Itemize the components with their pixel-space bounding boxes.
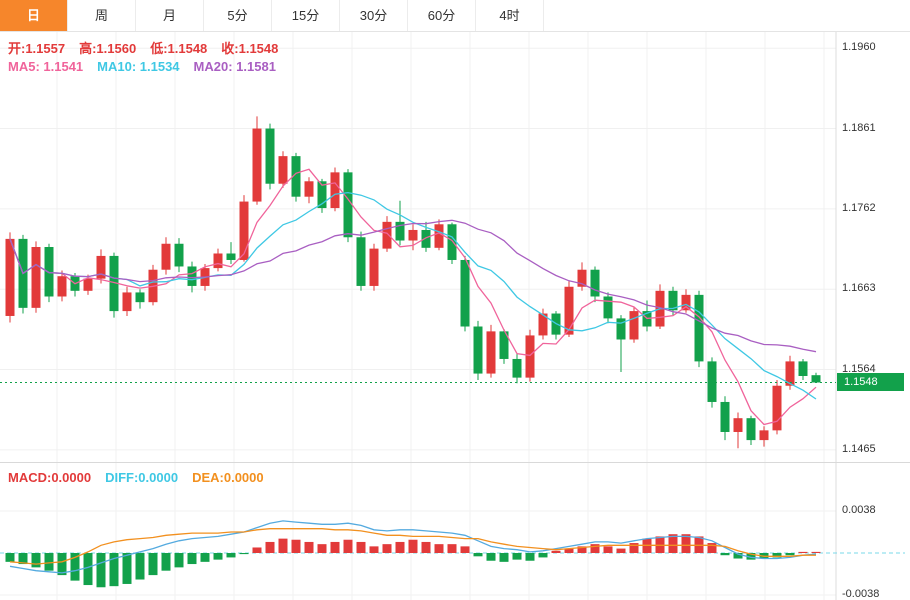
price-axis-label: 1.1465 [842, 442, 876, 455]
tab-min15[interactable]: 15分 [272, 0, 340, 31]
tab-day[interactable]: 日 [0, 0, 68, 31]
timeframe-tabs: 日周月 5分 15分 30分 60分 4时 [0, 0, 910, 32]
ma20-readout: MA20: 1.1581 [193, 59, 276, 74]
ohlc-legend: 开:1.1557 高:1.1560 低:1.1548 收:1.1548 [8, 38, 292, 57]
tab-week[interactable]: 周 [68, 0, 136, 31]
macd-legend: MACD:0.0000 DIFF:0.0000 DEA:0.0000 [8, 470, 278, 485]
macd-readout-1: DIFF:0.0000 [105, 470, 179, 485]
tab-month[interactable]: 月 [136, 0, 204, 31]
tab-hour4[interactable]: 4时 [476, 0, 544, 31]
macd-axis-label: 0.0038 [842, 504, 876, 516]
price-axis-label: 1.1861 [842, 121, 876, 134]
ma-legend: MA5: 1.1541 MA10: 1.1534 MA20: 1.1581 [8, 59, 290, 74]
macd-axis-label: -0.0038 [842, 588, 880, 600]
tab-min60[interactable]: 60分 [408, 0, 476, 31]
macd-readout-2: DEA:0.0000 [192, 470, 264, 485]
macd-readout-0: MACD:0.0000 [8, 470, 92, 485]
open-readout: 开:1.1557 [8, 41, 66, 56]
ma5-readout: MA5: 1.1541 [8, 59, 84, 74]
price-axis-label: 1.1960 [842, 41, 876, 54]
price-axis-label: 1.1564 [842, 362, 876, 375]
low-readout: 低:1.1548 [150, 41, 208, 56]
price-axis-label: 1.1762 [842, 201, 876, 214]
high-readout: 高:1.1560 [79, 41, 137, 56]
main-chart-panel: 开:1.1557 高:1.1560 低:1.1548 收:1.1548 MA5: 1.… [0, 32, 910, 462]
macd-chart[interactable] [0, 463, 910, 600]
ma10-readout: MA10: 1.1534 [97, 59, 180, 74]
tab-min30[interactable]: 30分 [340, 0, 408, 31]
macd-panel: MACD:0.0000 DIFF:0.0000 DEA:0.0000 0.0038 -… [0, 462, 910, 600]
price-axis-label: 1.1663 [842, 282, 876, 295]
current-price-badge: 1.1548 [837, 373, 904, 392]
tab-min5[interactable]: 5分 [204, 0, 272, 31]
candlestick-chart[interactable] [0, 32, 910, 462]
close-readout: 收:1.1548 [221, 41, 279, 56]
